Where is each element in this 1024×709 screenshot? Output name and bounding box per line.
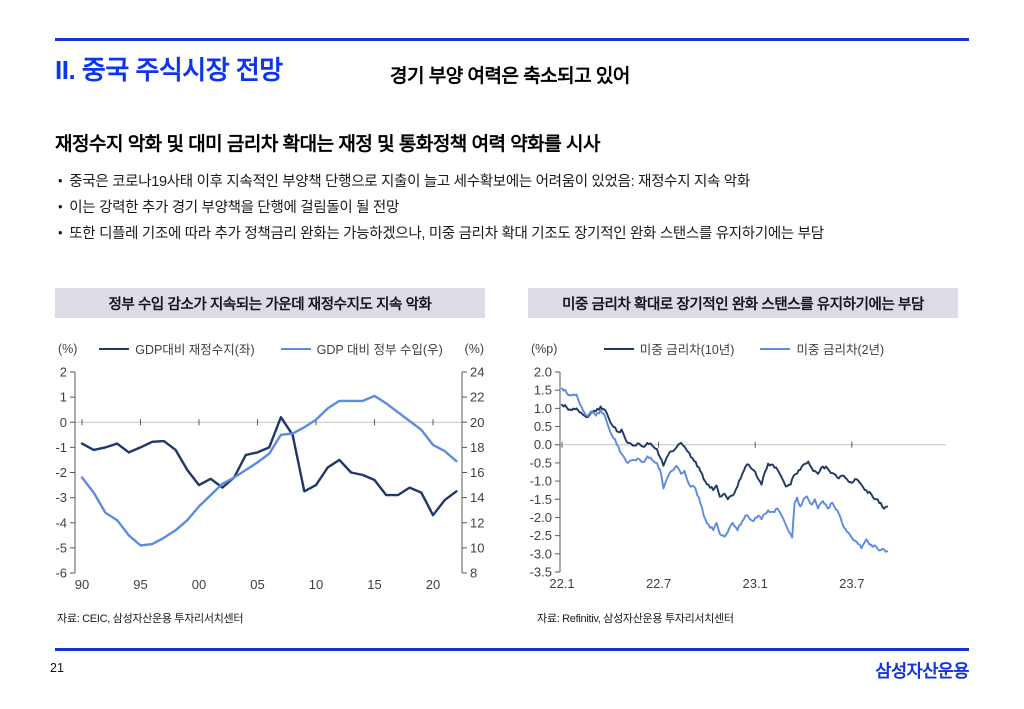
- legend-label: 미중 금리차(10년): [639, 343, 735, 357]
- bullet-item: 중국은 코로나19사태 이후 지속적인 부양책 단행으로 지출이 늘고 세수확보…: [58, 169, 824, 195]
- svg-text:-3.5: -3.5: [530, 565, 552, 580]
- svg-text:22.1: 22.1: [549, 576, 574, 591]
- chart-panel-fiscal: 정부 수입 감소가 지속되는 가운데 재정수지도 지속 악화 (%) GDP대비…: [55, 288, 485, 638]
- svg-text:22: 22: [470, 390, 484, 405]
- legend-item: GDP대비 재정수지(좌): [99, 339, 255, 358]
- svg-text:-2: -2: [55, 465, 67, 480]
- svg-text:-1: -1: [55, 440, 67, 455]
- svg-text:95: 95: [133, 577, 147, 592]
- svg-text:20: 20: [426, 577, 440, 592]
- chart-legend: 미중 금리차(10년) 미중 금리차(2년): [575, 339, 913, 358]
- svg-text:-4: -4: [55, 515, 67, 530]
- legend-line-swatch: [603, 347, 634, 350]
- chart-legend: GDP대비 재정수지(좌) GDP 대비 정부 수입(우): [99, 339, 443, 358]
- svg-text:-1.5: -1.5: [530, 492, 552, 507]
- page-subtitle: 경기 부양 여력은 축소되고 있어: [390, 66, 630, 87]
- svg-text:18: 18: [470, 440, 484, 455]
- legend-item: GDP 대비 정부 수입(우): [280, 339, 443, 358]
- svg-text:23.1: 23.1: [743, 576, 768, 591]
- footer-logo: 삼성자산운용: [875, 661, 969, 681]
- svg-text:-6: -6: [55, 566, 67, 581]
- svg-text:1.5: 1.5: [534, 383, 552, 398]
- svg-text:1: 1: [60, 390, 67, 405]
- footer-page-number: 21: [50, 661, 64, 675]
- legend-label: 미중 금리차(2년): [796, 343, 885, 357]
- svg-text:16: 16: [470, 465, 484, 480]
- svg-text:-2.0: -2.0: [530, 510, 552, 525]
- rate-spread-line-chart: 2.0 1.5 1.0 0.5 0.0 -0.5 -1.0 -1.5 -2.0 -2.5 -3.0 -…: [530, 365, 946, 591]
- legend-item: 미중 금리차(10년): [603, 339, 735, 358]
- bullet-list: 중국은 코로나19사태 이후 지속적인 부양책 단행으로 지출이 늘고 세수확보…: [58, 169, 824, 247]
- svg-text:-3.0: -3.0: [530, 546, 552, 561]
- svg-text:-1.0: -1.0: [530, 474, 552, 489]
- legend-item: 미중 금리차(2년): [760, 339, 884, 358]
- chart-title: 정부 수입 감소가 지속되는 가운데 재정수지도 지속 악화: [108, 296, 432, 313]
- legend-line-swatch: [99, 347, 130, 350]
- svg-text:2.0: 2.0: [534, 365, 552, 380]
- legend-line-swatch: [760, 347, 791, 350]
- bullet-item: 또한 디플레 기조에 따라 추가 정책금리 완화는 가능하겠으나, 미중 금리차…: [58, 221, 824, 247]
- svg-text:8: 8: [470, 566, 477, 581]
- legend-label: GDP 대비 정부 수입(우): [316, 343, 443, 357]
- bullet-item: 이는 강력한 추가 경기 부양책을 단행에 걸림돌이 될 전망: [58, 195, 824, 221]
- chart-panel-rate-spread: 미중 금리차 확대로 장기적인 완화 스탠스를 유지하기에는 부담 (%p) 미…: [528, 288, 958, 638]
- svg-text:-2.5: -2.5: [530, 528, 552, 543]
- svg-text:12: 12: [470, 515, 484, 530]
- svg-text:00: 00: [192, 577, 206, 592]
- svg-text:-5: -5: [55, 540, 67, 555]
- svg-text:10: 10: [470, 540, 484, 555]
- svg-text:-0.5: -0.5: [530, 455, 552, 470]
- chart-source: 자료: Refinitiv, 삼성자산운용 투자리서치센터: [537, 613, 734, 625]
- svg-text:22.7: 22.7: [646, 576, 671, 591]
- svg-text:0: 0: [60, 415, 67, 430]
- section-heading: 재정수지 악화 및 대미 금리차 확대는 재정 및 통화정책 여력 약화를 시사: [55, 134, 601, 155]
- svg-text:23.7: 23.7: [839, 576, 864, 591]
- legend-line-swatch: [280, 347, 311, 350]
- top-rule: [55, 38, 969, 41]
- svg-text:0.0: 0.0: [534, 437, 552, 452]
- svg-text:-3: -3: [55, 490, 67, 505]
- svg-text:15: 15: [367, 577, 381, 592]
- svg-text:10: 10: [309, 577, 323, 592]
- svg-text:1.0: 1.0: [534, 401, 552, 416]
- right-axis-unit-label: (%): [464, 341, 484, 356]
- svg-text:0.5: 0.5: [534, 419, 552, 434]
- legend-label: GDP대비 재정수지(좌): [135, 343, 255, 357]
- chart-title-bar: 미중 금리차 확대로 장기적인 완화 스탠스를 유지하기에는 부담: [528, 288, 958, 318]
- svg-text:90: 90: [75, 577, 89, 592]
- chart-title-bar: 정부 수입 감소가 지속되는 가운데 재정수지도 지속 악화: [55, 288, 485, 318]
- chart-title: 미중 금리차 확대로 장기적인 완화 스탠스를 유지하기에는 부담: [562, 296, 924, 313]
- svg-text:14: 14: [470, 490, 484, 505]
- svg-text:20: 20: [470, 415, 484, 430]
- page-title: II. 중국 주식시장 전망: [55, 55, 283, 85]
- svg-text:24: 24: [470, 365, 484, 380]
- chart-legend-row: (%) GDP대비 재정수지(좌) GDP 대비 정부 수입(우) (%): [55, 339, 485, 358]
- svg-text:05: 05: [250, 577, 264, 592]
- left-axis-unit-label: (%p): [531, 341, 558, 356]
- chart-legend-row: (%p) 미중 금리차(10년) 미중 금리차(2년): [528, 339, 958, 358]
- svg-text:2: 2: [60, 365, 67, 380]
- chart-source: 자료: CEIC, 삼성자산운용 투자리서치센터: [57, 613, 244, 625]
- left-axis-unit-label: (%): [58, 341, 78, 356]
- bottom-rule: [55, 648, 969, 651]
